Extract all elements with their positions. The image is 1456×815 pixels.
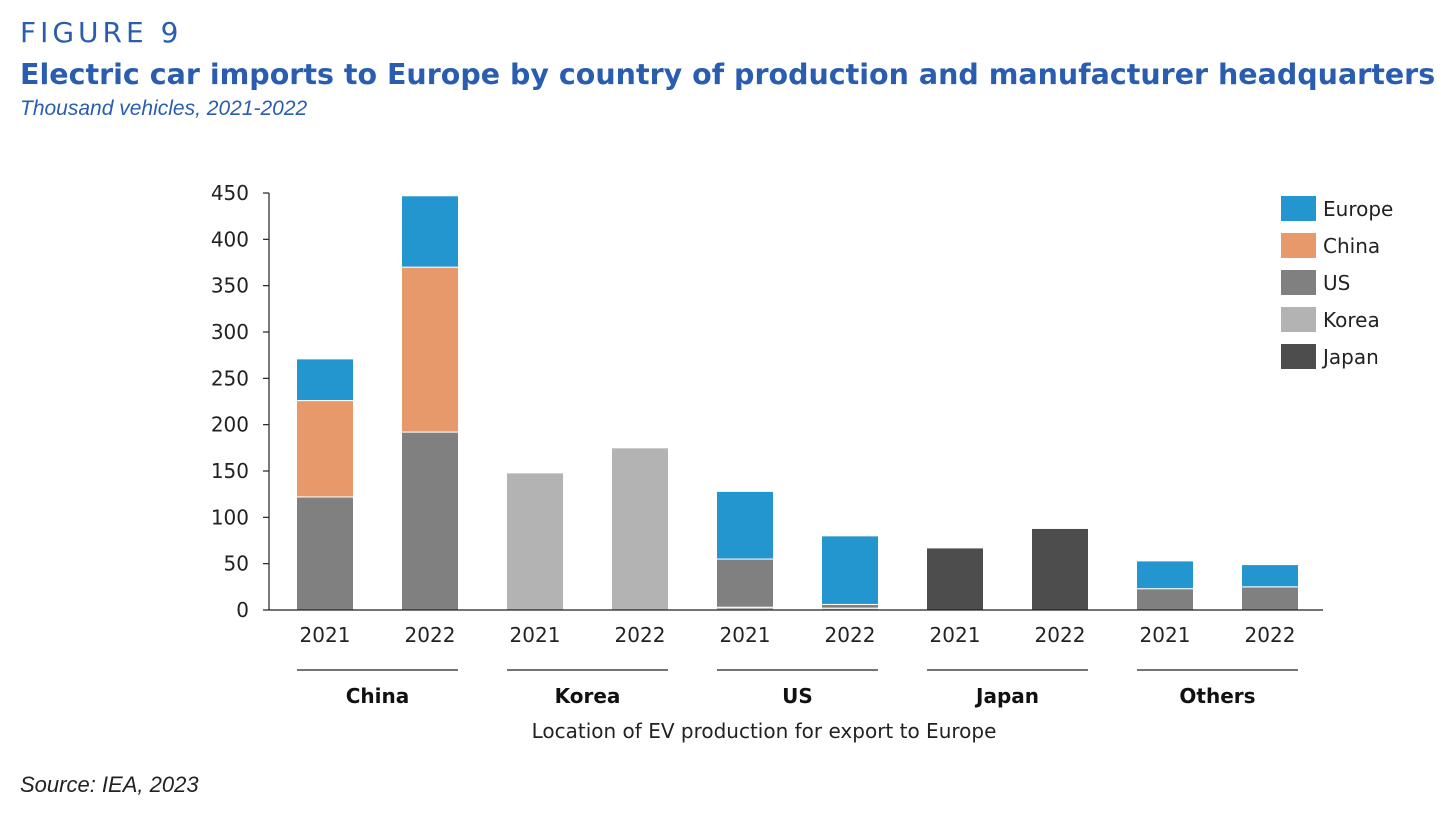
bar-segment-china <box>296 400 354 498</box>
bar-segment-us <box>821 603 879 609</box>
bar-segment-europe <box>401 195 459 268</box>
group-label: China <box>346 684 410 708</box>
bar-segment-us <box>1136 588 1194 611</box>
x-axis-title: Location of EV production for export to … <box>532 719 997 743</box>
bar-segment-korea <box>506 472 564 611</box>
x-tick-label: 2021 <box>300 623 351 647</box>
figure-subtitle: Thousand vehicles, 2021-2022 <box>20 97 308 120</box>
bar-segment-us <box>716 558 774 608</box>
source-note: Source: IEA, 2023 <box>20 772 199 797</box>
bar-segment-korea <box>611 447 669 611</box>
legend: Europe China US Korea Japan <box>1281 196 1393 369</box>
y-tick-label: 0 <box>236 598 249 622</box>
x-tick-label: 2022 <box>825 623 876 647</box>
x-tick-label: 2022 <box>1035 623 1086 647</box>
legend-swatch-china <box>1281 233 1316 258</box>
x-tick-label: 2021 <box>720 623 771 647</box>
group-label: Others <box>1179 684 1255 708</box>
legend-swatch-europe <box>1281 196 1316 221</box>
bar-segment-europe <box>716 490 774 560</box>
y-tick-label: 50 <box>224 552 249 576</box>
bar-segment-europe <box>821 535 879 605</box>
legend-label: China <box>1323 234 1380 258</box>
figure-title: Electric car imports to Europe by countr… <box>20 58 1436 91</box>
group-label: Korea <box>555 684 621 708</box>
group-label: Japan <box>974 684 1039 708</box>
x-tick-label: 2022 <box>615 623 666 647</box>
legend-swatch-us <box>1281 270 1316 295</box>
bar-segment-europe <box>1136 560 1194 590</box>
legend-label: US <box>1323 271 1350 295</box>
x-tick-label: 2021 <box>930 623 981 647</box>
y-tick-label: 300 <box>211 320 249 344</box>
bar-segment-europe <box>1241 564 1299 588</box>
figure-label: FIGURE 9 <box>20 16 183 49</box>
group-label: US <box>782 684 813 708</box>
x-tick-label: 2022 <box>405 623 456 647</box>
x-axis: 2021 2022 China 2021 2022 Korea 2021 2022 US 2021… <box>269 609 1323 708</box>
y-tick-label: 200 <box>211 413 249 437</box>
legend-swatch-japan <box>1281 344 1316 369</box>
y-tick-label: 100 <box>211 505 249 529</box>
y-tick-label: 350 <box>211 274 249 298</box>
bars <box>296 195 1299 611</box>
y-tick-label: 250 <box>211 366 249 390</box>
x-tick-label: 2021 <box>1140 623 1191 647</box>
legend-swatch-korea <box>1281 307 1316 332</box>
y-tick-label: 450 <box>211 181 249 205</box>
bar-segment-china <box>401 266 459 433</box>
y-tick-label: 400 <box>211 227 249 251</box>
legend-label: Japan <box>1321 345 1379 369</box>
bar-segment-us <box>401 431 459 611</box>
legend-label: Europe <box>1323 197 1393 221</box>
x-tick-label: 2021 <box>510 623 561 647</box>
bar-segment-japan <box>1031 527 1089 611</box>
x-tick-label: 2022 <box>1245 623 1296 647</box>
bar-segment-japan <box>926 547 984 611</box>
bar-segment-us <box>296 496 354 611</box>
legend-label: Korea <box>1323 308 1380 332</box>
y-axis: 0 50 100 150 200 250 300 350 400 450 <box>211 181 270 622</box>
bar-segment-us <box>1241 586 1299 611</box>
y-tick-label: 150 <box>211 459 249 483</box>
bar-segment-europe <box>296 358 354 402</box>
